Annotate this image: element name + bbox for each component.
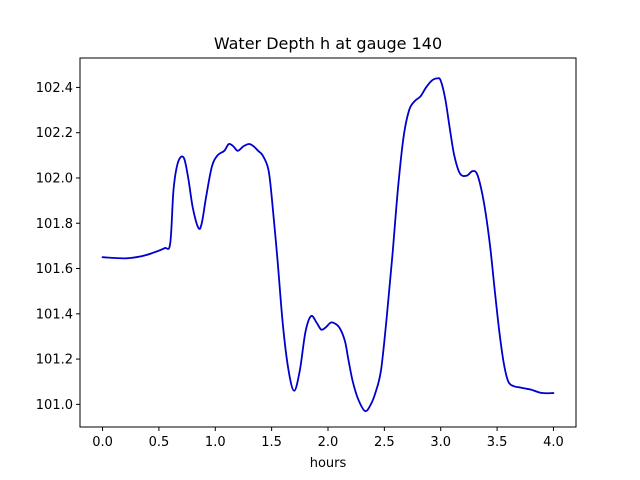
x-tick-label: 4.0: [543, 435, 564, 450]
y-tick-label: 101.0: [36, 398, 73, 413]
x-tick-label: 3.5: [487, 435, 508, 450]
x-tick-label: 0.5: [149, 435, 170, 450]
chart-title: Water Depth h at gauge 140: [214, 34, 442, 53]
x-tick-label: 2.5: [374, 435, 395, 450]
y-tick-label: 102.0: [36, 171, 73, 186]
x-tick-label: 3.0: [430, 435, 451, 450]
y-tick-label: 102.4: [36, 81, 73, 96]
x-tick-label: 2.0: [318, 435, 339, 450]
series-line-water-depth: [101, 77, 555, 413]
y-axis-ticks: 101.0 101.2 101.4 101.6 101.8 102.0 102.2 102.4: [36, 81, 80, 413]
x-tick-label: 1.0: [205, 435, 226, 450]
y-tick-label: 101.6: [36, 262, 73, 277]
x-axis-label: hours: [310, 456, 347, 471]
y-tick-label: 101.8: [36, 217, 73, 232]
y-tick-label: 101.4: [36, 307, 73, 322]
x-tick-label: 1.5: [261, 435, 282, 450]
y-tick-label: 101.2: [36, 353, 73, 368]
plot-frame: [79, 57, 577, 428]
x-axis-ticks: 0.0 0.5 1.0 1.5 2.0 2.5 3.0 3.5 4.0: [92, 427, 564, 450]
x-tick-label: 0.0: [92, 435, 113, 450]
y-tick-label: 102.2: [36, 126, 73, 141]
